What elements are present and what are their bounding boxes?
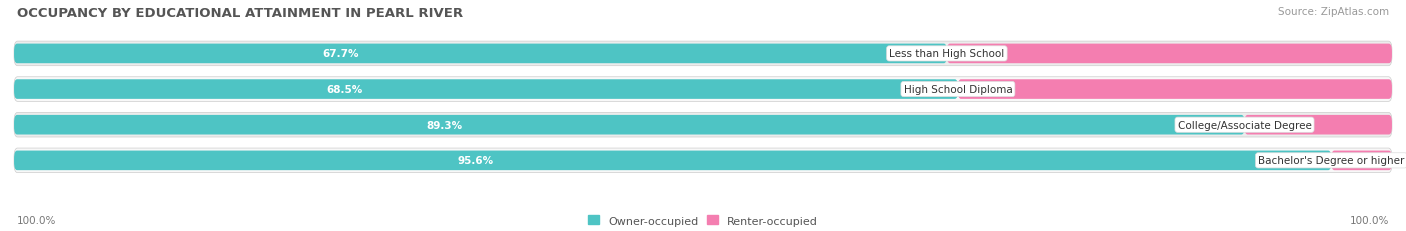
Text: 100.0%: 100.0% xyxy=(17,215,56,225)
FancyBboxPatch shape xyxy=(14,77,1392,102)
Text: 67.7%: 67.7% xyxy=(322,49,359,59)
FancyBboxPatch shape xyxy=(14,113,1392,137)
FancyBboxPatch shape xyxy=(14,148,1392,173)
FancyBboxPatch shape xyxy=(14,44,946,64)
Text: 95.6%: 95.6% xyxy=(457,156,494,166)
Text: 100.0%: 100.0% xyxy=(1350,215,1389,225)
Text: Bachelor's Degree or higher: Bachelor's Degree or higher xyxy=(1258,156,1405,166)
FancyBboxPatch shape xyxy=(1244,116,1392,135)
FancyBboxPatch shape xyxy=(14,42,1392,67)
FancyBboxPatch shape xyxy=(14,116,1244,135)
FancyBboxPatch shape xyxy=(14,151,1331,170)
FancyBboxPatch shape xyxy=(14,80,957,99)
FancyBboxPatch shape xyxy=(1331,151,1392,170)
Text: OCCUPANCY BY EDUCATIONAL ATTAINMENT IN PEARL RIVER: OCCUPANCY BY EDUCATIONAL ATTAINMENT IN P… xyxy=(17,7,463,20)
Text: Less than High School: Less than High School xyxy=(889,49,1004,59)
Text: Source: ZipAtlas.com: Source: ZipAtlas.com xyxy=(1278,7,1389,17)
FancyBboxPatch shape xyxy=(957,80,1392,99)
Text: College/Associate Degree: College/Associate Degree xyxy=(1178,120,1312,130)
FancyBboxPatch shape xyxy=(946,44,1392,64)
Text: 89.3%: 89.3% xyxy=(426,120,463,130)
Text: 68.5%: 68.5% xyxy=(326,85,363,95)
Legend: Owner-occupied, Renter-occupied: Owner-occupied, Renter-occupied xyxy=(583,211,823,230)
Text: High School Diploma: High School Diploma xyxy=(904,85,1012,95)
